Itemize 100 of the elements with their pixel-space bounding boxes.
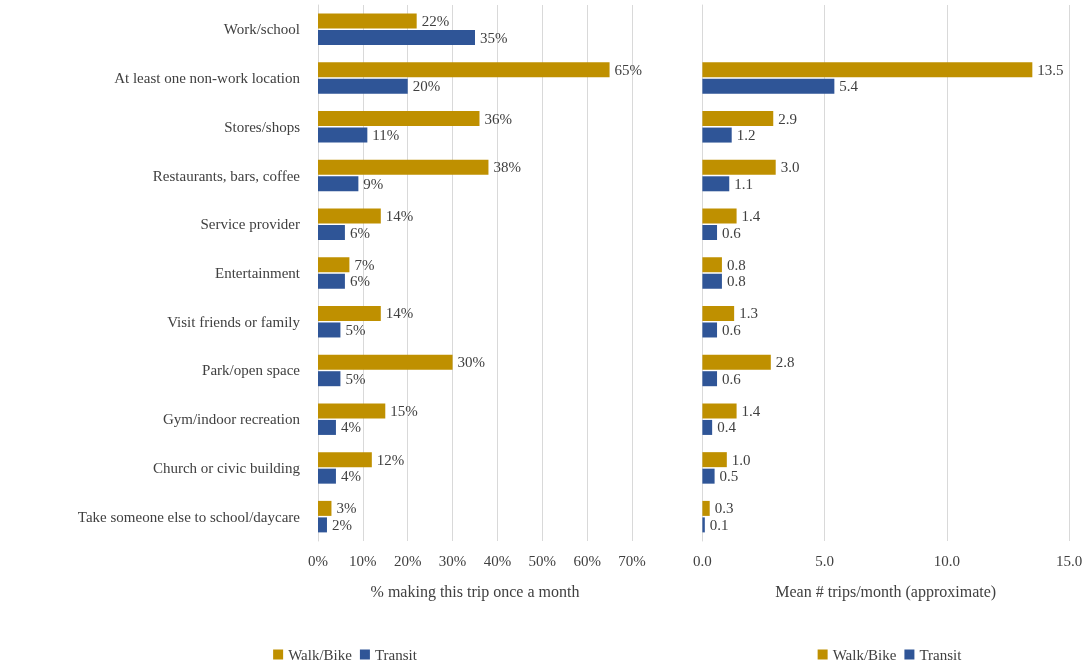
data-label: 0.1 <box>709 516 729 533</box>
data-label: 38% <box>493 159 521 176</box>
data-label: 5% <box>345 321 366 338</box>
bar <box>702 127 732 143</box>
bar <box>318 127 368 143</box>
x-axis-title: Mean # trips/month (approximate) <box>775 582 997 601</box>
bar <box>318 13 417 29</box>
data-label: 0.8 <box>726 273 746 290</box>
x-tick-label: 10.0 <box>933 552 960 569</box>
bar <box>702 257 722 273</box>
bar <box>702 403 737 419</box>
y-tick-label: Park/open space <box>202 362 301 379</box>
bar <box>702 62 1033 78</box>
data-label: 0.6 <box>722 321 742 338</box>
data-label: 22% <box>421 13 450 30</box>
bar <box>318 208 381 224</box>
y-tick-label: Take someone else to school/daycare <box>77 508 301 525</box>
bar <box>702 371 718 387</box>
data-label: 2.8 <box>775 354 795 371</box>
x-tick-label: 30% <box>438 552 467 569</box>
data-label: 4% <box>340 468 361 485</box>
x-tick-label: 60% <box>573 552 601 569</box>
x-tick-label: 5.0 <box>815 552 834 569</box>
bar <box>702 500 710 516</box>
y-tick-label: Gym/indoor recreation <box>162 411 301 428</box>
data-label: 0.6 <box>722 224 742 241</box>
legend-label: Walk/Bike <box>288 646 353 663</box>
x-tick-label: 0.0 <box>693 552 712 569</box>
bar <box>318 452 372 468</box>
data-label: 1.2 <box>736 127 756 144</box>
bar <box>702 273 722 289</box>
data-label: 3% <box>336 500 357 517</box>
bar <box>702 452 727 468</box>
bar <box>318 273 345 289</box>
bar <box>318 62 610 78</box>
legend-label: Walk/Bike <box>832 646 897 663</box>
data-label: 65% <box>614 61 643 78</box>
bar <box>318 517 327 533</box>
y-tick-label: Service provider <box>200 216 300 233</box>
data-label: 15% <box>390 402 418 419</box>
data-label: 12% <box>376 451 405 468</box>
bar <box>702 322 718 338</box>
y-tick-label: At least one non-work location <box>114 70 301 87</box>
bar <box>702 208 737 224</box>
bar <box>318 159 489 175</box>
data-label: 1.4 <box>741 402 761 419</box>
data-label: 0.3 <box>714 500 734 517</box>
bar <box>318 500 332 516</box>
y-tick-label: Work/school <box>223 21 300 38</box>
data-label: 3.0 <box>780 159 800 176</box>
data-label: 14% <box>385 208 414 225</box>
data-label: 9% <box>363 175 384 192</box>
y-tick-label: Entertainment <box>215 265 301 281</box>
bar <box>702 159 776 175</box>
data-label: 35% <box>480 29 508 46</box>
bar <box>318 225 345 241</box>
bar <box>318 176 359 192</box>
bar <box>318 419 336 435</box>
bar <box>318 371 341 387</box>
bar <box>318 354 453 370</box>
bar <box>318 111 480 127</box>
data-label: 36% <box>484 110 512 127</box>
data-label: 0.5 <box>719 468 739 485</box>
data-label: 20% <box>412 78 441 95</box>
bar <box>318 305 381 321</box>
data-label: 1.1 <box>734 175 754 192</box>
x-tick-label: 40% <box>483 552 512 569</box>
legend-label: Transit <box>374 646 418 663</box>
y-tick-label: Stores/shops <box>224 118 301 135</box>
data-label: 4% <box>340 419 361 436</box>
x-tick-label: 20% <box>393 552 422 569</box>
bar <box>702 305 735 321</box>
bar <box>318 257 350 273</box>
data-label: 2% <box>331 516 352 533</box>
bar <box>318 78 408 94</box>
bar <box>702 78 835 94</box>
data-label: 30% <box>457 354 486 371</box>
data-label: 0.4 <box>717 419 737 436</box>
bar <box>318 403 386 419</box>
data-label: 1.3 <box>739 305 758 322</box>
data-label: 11% <box>372 127 400 144</box>
x-tick-label: 70% <box>618 552 646 569</box>
bar <box>318 468 336 484</box>
bar <box>702 468 715 484</box>
bar <box>702 111 774 127</box>
x-axis-title: % making this trip once a month <box>370 582 580 601</box>
x-tick-label: 10% <box>349 552 377 569</box>
data-label: 0.6 <box>722 370 742 387</box>
bar <box>702 517 705 533</box>
data-label: 5.4 <box>839 78 859 95</box>
y-tick-label: Visit friends or family <box>167 313 301 330</box>
bar <box>702 354 771 370</box>
data-label: 13.5 <box>1037 61 1064 78</box>
y-tick-label: Church or civic building <box>152 459 301 476</box>
x-tick-label: 50% <box>528 552 557 569</box>
data-label: 14% <box>385 305 414 322</box>
data-label: 5% <box>345 370 366 387</box>
bar <box>702 225 718 241</box>
data-label: 6% <box>349 273 370 290</box>
y-tick-label: Restaurants, bars, coffee <box>152 167 301 184</box>
